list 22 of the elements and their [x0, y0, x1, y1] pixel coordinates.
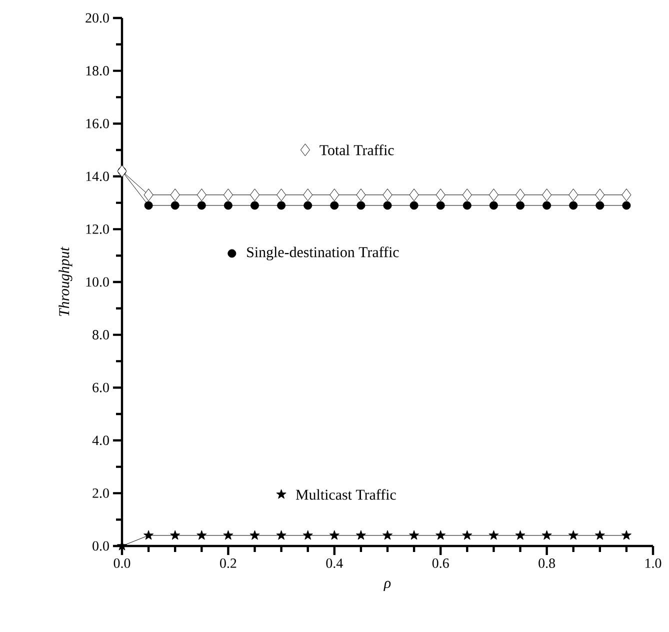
y-tick-label: 2.0	[92, 488, 109, 498]
x-tick-label: 0.2	[220, 558, 236, 568]
y-tick-label: 6.0	[92, 382, 109, 392]
x-tick-label: 0.8	[538, 558, 555, 568]
y-tick-label: 8.0	[92, 330, 109, 340]
y-tick-label: 20.0	[86, 13, 109, 23]
y-tick-label: 0.0	[92, 541, 109, 551]
x-axis-title: ρ	[384, 580, 391, 592]
y-tick-label: 12.0	[86, 224, 109, 234]
x-tick-label: 0.0	[114, 558, 130, 568]
y-tick-label: 4.0	[92, 436, 109, 446]
y-tick-label: 16.0	[86, 118, 109, 128]
y-tick-label: 10.0	[86, 277, 109, 287]
legend-label: Multicast Traffic	[296, 489, 396, 500]
legend-label: Total Traffic	[320, 144, 394, 156]
legend-label: Single-destination Traffic	[247, 246, 399, 260]
y-tick-label: 18.0	[86, 66, 109, 76]
x-tick-label: 0.4	[326, 558, 343, 568]
y-tick-label: 14.0	[86, 172, 109, 182]
y-axis-title: Throughput	[58, 246, 72, 316]
x-tick-label: 0.6	[432, 558, 449, 568]
x-tick-label: 1.0	[646, 558, 662, 568]
